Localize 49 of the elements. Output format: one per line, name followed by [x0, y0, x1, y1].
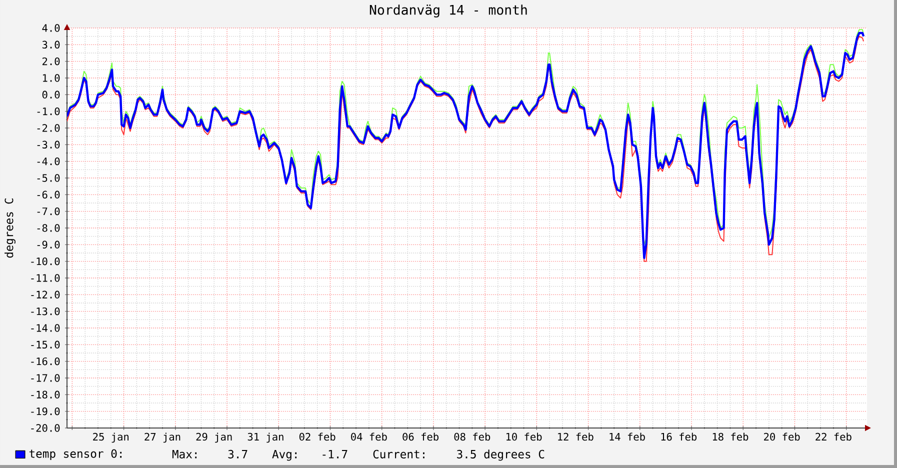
- y-tick-label: -3.0: [37, 140, 60, 149]
- x-tick-label: 29 jan: [196, 432, 232, 443]
- y-tick-label: -20.0: [31, 424, 60, 432]
- x-tick-label: 18 feb: [712, 432, 748, 441]
- text: Avg:: [272, 450, 297, 461]
- y-tick-label: -10.0: [31, 257, 60, 266]
- x-tick-label: 02 feb: [299, 432, 336, 441]
- text: Current:: [373, 450, 424, 458]
- x-tick-label: 20 feb: [764, 432, 800, 441]
- x-tick-label: 14 feb: [610, 432, 645, 441]
- y-tick-label: -16.0: [31, 357, 60, 366]
- y-tick-label: -5.0: [37, 174, 60, 182]
- y-tick-label: -15.0: [31, 340, 60, 349]
- y-tick-label: 4.0: [42, 24, 60, 32]
- x-tick-label: 25 jan: [93, 432, 128, 443]
- y-tick-label: -6.0: [37, 190, 60, 199]
- x-tick-label: 10 feb: [506, 432, 542, 441]
- text: -1.7: [322, 450, 348, 458]
- y-tick-label: -14.0: [31, 324, 60, 332]
- x-tick-label: 04 feb: [351, 432, 387, 441]
- y-axis-title: degrees C: [4, 198, 16, 258]
- y-tick-label: -11.0: [31, 274, 60, 282]
- y-tick-label: 3.0: [42, 40, 60, 49]
- y-tick-label: -12.0: [31, 290, 60, 299]
- y-tick-label: -1.0: [37, 107, 60, 116]
- y-tick-label: -8.0: [37, 224, 60, 232]
- text: 3.5 degrees C: [457, 450, 544, 461]
- x-tick-label: 31 jan: [248, 432, 284, 443]
- y-tick-label: 2.0: [42, 57, 60, 66]
- x-tick-label: 06 feb: [402, 432, 438, 441]
- y-tick-label: 0.0: [42, 90, 60, 99]
- x-tick-label: 12 feb: [558, 432, 594, 441]
- chart-title: Nordanväg 14 - month: [370, 4, 527, 18]
- text: 3.7: [228, 450, 248, 458]
- y-tick-label: -4.0: [37, 157, 60, 166]
- text: Max:: [172, 450, 197, 458]
- legend-label: temp sensor 0:: [29, 449, 122, 460]
- y-tick-label: 1.0: [42, 74, 60, 82]
- y-tick-label: -7.0: [37, 207, 60, 216]
- y-tick-label: -17.0: [31, 374, 60, 382]
- x-tick-label: 08 feb: [454, 432, 490, 441]
- x-tick-label: 22 feb: [816, 432, 852, 441]
- y-tick-label: -9.0: [37, 240, 60, 249]
- x-tick-label: 27 jan: [144, 432, 180, 443]
- y-tick-label: -18.0: [31, 390, 60, 399]
- y-tick-label: -13.0: [31, 307, 60, 316]
- y-tick-label: -2.0: [37, 124, 60, 132]
- y-tick-label: -19.0: [31, 407, 60, 416]
- x-tick-label: 16 feb: [661, 432, 697, 441]
